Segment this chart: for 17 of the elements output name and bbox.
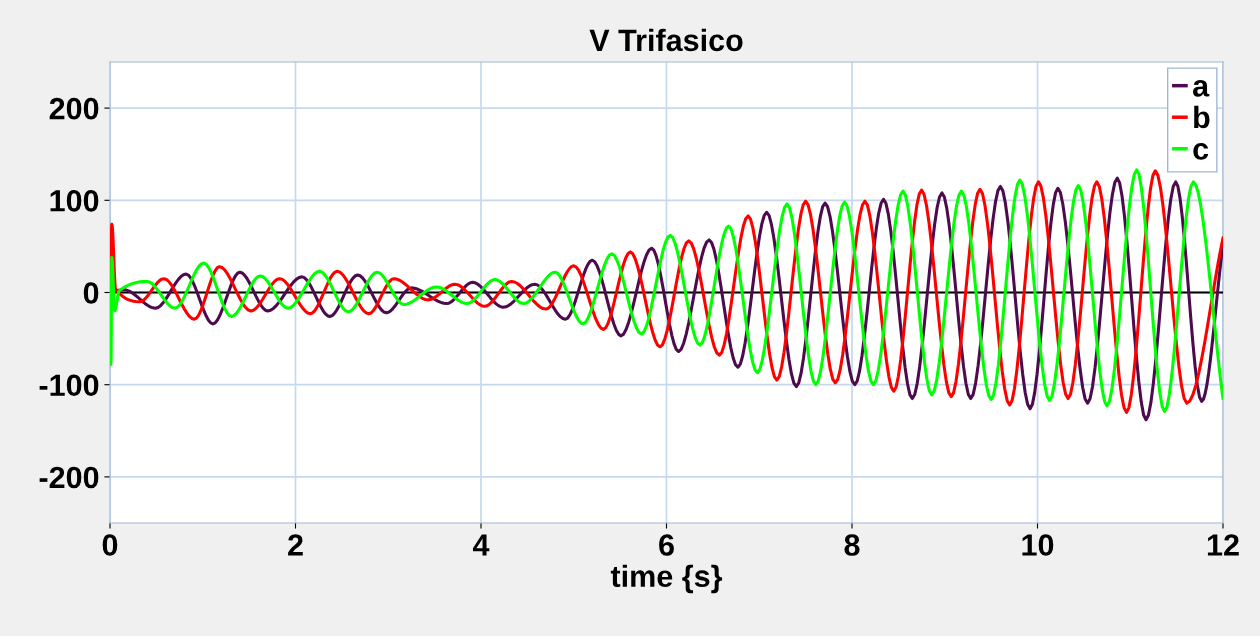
y-tick-label: 100 (50, 190, 99, 212)
chart-title: V Trifasico (589, 28, 743, 52)
x-axis-title: time {s} (610, 564, 723, 594)
x-tick-label: 12 (1207, 534, 1239, 556)
x-tick-label: 10 (1022, 534, 1054, 556)
x-tick-label: 0 (102, 534, 118, 556)
y-tick-label: 200 (49, 97, 99, 120)
x-tick-label: 8 (844, 534, 860, 556)
legend-label: a (1193, 79, 1210, 97)
x-tick-label: 2 (288, 534, 303, 556)
x-tick-label: 4 (472, 534, 490, 556)
y-tick-label: 0 (83, 282, 99, 304)
legend-label: c (1193, 143, 1209, 160)
x-tick-label: 6 (659, 534, 674, 556)
y-tick-label: -100 (39, 374, 99, 397)
y-tick-label: -200 (39, 466, 99, 489)
legend-label: b (1194, 105, 1210, 129)
